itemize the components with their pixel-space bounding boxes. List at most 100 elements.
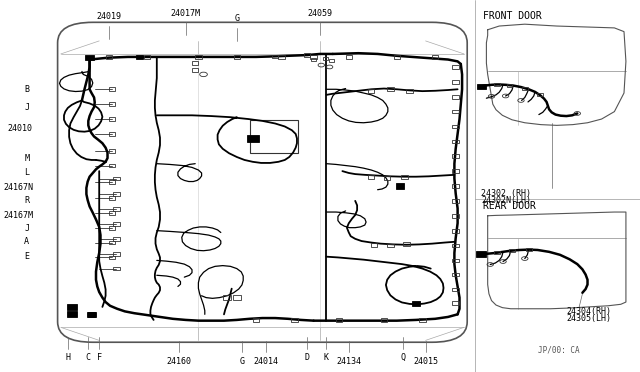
Bar bbox=[336, 318, 342, 322]
Bar bbox=[452, 259, 459, 262]
Text: 24019: 24019 bbox=[96, 12, 122, 21]
Text: 24302 (RH): 24302 (RH) bbox=[481, 189, 531, 198]
Bar bbox=[387, 244, 394, 247]
Text: REAR DOOR: REAR DOOR bbox=[483, 202, 536, 211]
Bar bbox=[452, 154, 459, 158]
Bar bbox=[109, 211, 115, 215]
Bar bbox=[85, 55, 94, 60]
Bar bbox=[507, 83, 513, 87]
Bar bbox=[477, 84, 486, 89]
Bar bbox=[452, 199, 459, 203]
Bar bbox=[233, 295, 241, 300]
Bar bbox=[109, 256, 115, 259]
Bar bbox=[278, 55, 285, 59]
Text: C: C bbox=[86, 353, 91, 362]
Bar bbox=[272, 55, 278, 58]
Bar bbox=[368, 175, 374, 179]
Bar bbox=[109, 164, 115, 167]
Text: 24304(RH): 24304(RH) bbox=[566, 307, 611, 316]
Bar bbox=[526, 248, 531, 251]
Bar bbox=[109, 102, 115, 106]
Text: 24167M: 24167M bbox=[3, 211, 33, 220]
Bar bbox=[109, 149, 115, 153]
Bar bbox=[291, 318, 298, 322]
Bar bbox=[106, 55, 112, 59]
Bar bbox=[494, 251, 500, 254]
Bar bbox=[250, 120, 298, 153]
Bar bbox=[311, 58, 316, 61]
Bar bbox=[113, 237, 120, 241]
Bar bbox=[452, 110, 459, 113]
Text: B: B bbox=[24, 85, 29, 94]
Text: H: H bbox=[66, 353, 71, 362]
Bar bbox=[67, 304, 77, 310]
Bar bbox=[113, 267, 120, 270]
Bar bbox=[396, 183, 404, 189]
Bar bbox=[192, 61, 198, 65]
Bar bbox=[113, 177, 120, 180]
Bar bbox=[476, 251, 486, 257]
Bar bbox=[412, 301, 420, 306]
Bar bbox=[109, 117, 115, 121]
Bar bbox=[144, 55, 150, 59]
Text: FRONT DOOR: FRONT DOOR bbox=[483, 11, 542, 20]
Text: M: M bbox=[24, 154, 29, 163]
Bar bbox=[401, 175, 408, 179]
Bar bbox=[432, 55, 438, 59]
Bar bbox=[136, 55, 143, 59]
Bar bbox=[452, 140, 459, 143]
Bar bbox=[234, 55, 240, 59]
Text: JP/00: CA: JP/00: CA bbox=[538, 345, 579, 354]
Bar bbox=[494, 83, 500, 86]
Bar bbox=[452, 169, 459, 173]
Bar bbox=[406, 89, 413, 93]
Bar bbox=[452, 95, 459, 99]
Text: J: J bbox=[24, 103, 29, 112]
Text: 24167N: 24167N bbox=[3, 183, 33, 192]
Text: 24017M: 24017M bbox=[171, 9, 200, 17]
Bar bbox=[310, 55, 317, 59]
Bar bbox=[381, 318, 387, 322]
Bar bbox=[109, 87, 115, 91]
Bar bbox=[387, 87, 394, 91]
Bar bbox=[247, 135, 259, 142]
Bar bbox=[195, 55, 202, 59]
Text: K: K bbox=[324, 353, 329, 362]
Bar bbox=[452, 301, 459, 305]
Bar bbox=[192, 68, 198, 72]
Bar bbox=[419, 318, 426, 322]
Bar bbox=[452, 65, 459, 69]
Bar bbox=[304, 53, 310, 57]
Text: 24302N(LH): 24302N(LH) bbox=[481, 196, 531, 205]
Bar bbox=[109, 226, 115, 230]
Text: 24010: 24010 bbox=[8, 124, 33, 133]
Bar bbox=[403, 242, 410, 246]
Bar bbox=[371, 243, 377, 247]
Bar bbox=[329, 59, 334, 62]
Bar bbox=[113, 207, 120, 211]
Text: 24015: 24015 bbox=[413, 357, 438, 366]
Bar bbox=[87, 312, 96, 317]
Bar bbox=[109, 241, 115, 244]
Bar bbox=[346, 55, 352, 59]
Text: Q: Q bbox=[401, 353, 406, 362]
Bar bbox=[452, 184, 459, 188]
Bar bbox=[113, 222, 120, 226]
Bar bbox=[109, 132, 115, 136]
Bar bbox=[394, 55, 400, 59]
Bar bbox=[323, 57, 328, 60]
Bar bbox=[384, 176, 390, 180]
Bar bbox=[452, 288, 459, 291]
Text: E: E bbox=[24, 252, 29, 261]
Bar bbox=[67, 311, 77, 317]
Bar bbox=[452, 125, 459, 128]
Text: 24014: 24014 bbox=[253, 357, 278, 366]
Bar bbox=[452, 214, 459, 218]
Bar bbox=[368, 89, 374, 93]
Text: F: F bbox=[97, 353, 102, 362]
Text: R: R bbox=[24, 196, 29, 205]
Bar bbox=[113, 252, 120, 256]
Text: 24134: 24134 bbox=[336, 357, 362, 366]
Text: G: G bbox=[239, 357, 244, 366]
Bar bbox=[88, 312, 95, 317]
